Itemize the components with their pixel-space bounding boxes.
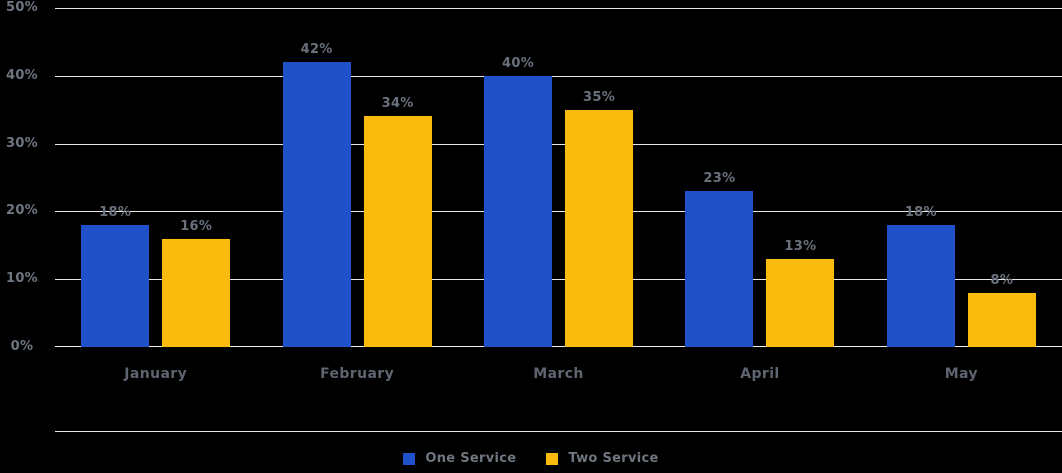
gridline-20pct (55, 211, 1062, 213)
bar-column-january-two-service: 16% (162, 218, 231, 347)
bar-column-february-two-service: 34% (363, 96, 432, 347)
bar-january-two-service[interactable] (162, 238, 231, 347)
bar-value-label: 13% (784, 238, 817, 254)
y-axis-tick-label-40pct: 40% (5, 67, 39, 83)
bar-value-label: 8% (990, 272, 1014, 288)
footer-separator-line (55, 431, 1062, 432)
y-axis-tick-label-50pct: 50% (5, 0, 39, 15)
bar-april-one-service[interactable] (685, 191, 754, 347)
bar-february-one-service[interactable] (282, 62, 351, 347)
x-axis-label-february: February (320, 366, 395, 382)
bar-may-one-service[interactable] (886, 224, 955, 347)
bar-february-two-service[interactable] (363, 116, 432, 347)
y-axis-tick-label-30pct: 30% (5, 135, 39, 151)
legend-swatch-one-service (403, 452, 416, 465)
bar-march-one-service[interactable] (484, 75, 553, 347)
x-axis-line (55, 346, 1062, 347)
legend-label-two-service: Two Service (568, 451, 659, 466)
bar-march-two-service[interactable] (565, 109, 634, 347)
bar-group-january: 18% 16% (55, 8, 256, 347)
bar-column-march-one-service: 40% (484, 55, 553, 347)
bar-value-label: 23% (703, 171, 736, 187)
y-axis-tick-label-10pct: 10% (5, 271, 39, 287)
legend-item-two-service[interactable]: Two Service (546, 451, 658, 466)
gridline-10pct (55, 279, 1062, 281)
y-axis-tick-label-20pct: 20% (5, 203, 39, 219)
gridline-40pct (55, 75, 1062, 77)
legend: One Service Two Service (0, 451, 1062, 466)
legend-swatch-two-service (546, 452, 559, 465)
bar-group-march: 40% 35% (458, 8, 659, 347)
bar-value-label: 18% (904, 204, 937, 220)
bar-value-label: 42% (300, 42, 333, 58)
plot-area: 18% 16% 42% 34% 40% 35% 23% 13% 18% 8% (55, 8, 1062, 347)
bar-april-two-service[interactable] (766, 258, 835, 347)
bar-value-label: 16% (180, 218, 213, 234)
grid-layer (55, 8, 1062, 347)
bar-value-label: 40% (502, 55, 535, 71)
x-axis-label-january: January (124, 366, 188, 382)
bar-value-label: 35% (583, 89, 616, 105)
x-axis-label-april: April (740, 366, 780, 382)
bar-value-label: 34% (381, 96, 414, 112)
gridline-30pct (55, 143, 1062, 145)
gridline-50pct (55, 8, 1062, 9)
y-axis-tick-label-0pct: 0% (10, 339, 34, 354)
bar-group-april: 23% 13% (659, 8, 860, 347)
bar-january-one-service[interactable] (81, 224, 150, 347)
bar-group-february: 42% 34% (256, 8, 457, 347)
legend-item-one-service[interactable]: One Service (403, 451, 516, 466)
x-axis-label-march: March (533, 366, 584, 382)
bar-column-may-one-service: 18% (886, 204, 955, 347)
bar-column-april-two-service: 13% (766, 238, 835, 347)
bar-column-may-two-service: 8% (967, 272, 1036, 347)
bar-column-march-two-service: 35% (565, 89, 634, 347)
bar-column-january-one-service: 18% (81, 204, 150, 347)
bar-group-may: 18% 8% (861, 8, 1062, 347)
x-axis-label-may: May (944, 366, 978, 382)
y-axis: 0% 10% 20% 30% 40% 50% (0, 0, 44, 354)
legend-label-one-service: One Service (425, 451, 517, 466)
x-axis: January February March April May (55, 366, 1062, 382)
bar-may-two-service[interactable] (967, 292, 1036, 347)
bar-value-label: 18% (99, 204, 132, 220)
bar-column-april-one-service: 23% (685, 171, 754, 347)
bar-column-february-one-service: 42% (282, 42, 351, 347)
